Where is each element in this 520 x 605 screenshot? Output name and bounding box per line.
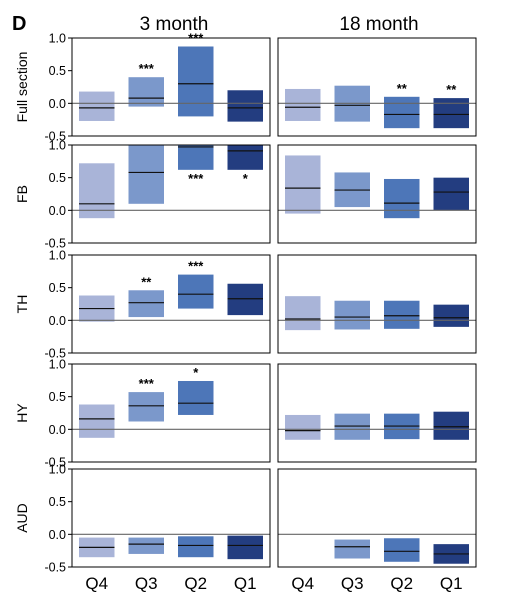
significance-label: ** — [446, 82, 457, 97]
y-tick-label: 0.0 — [49, 423, 66, 437]
x-tick-label-q1: Q1 — [234, 574, 257, 593]
y-tick-label: 1.0 — [49, 463, 66, 477]
box-q4 — [79, 91, 115, 121]
y-tick-label: 0.0 — [49, 97, 66, 111]
box-q2 — [178, 380, 214, 415]
box-q2 — [384, 178, 420, 219]
box-q3 — [128, 77, 164, 107]
x-tick-label-q2: Q2 — [390, 574, 413, 593]
box-q2 — [178, 46, 214, 117]
significance-label: * — [193, 365, 199, 380]
panel-frame — [277, 254, 477, 354]
x-tick-label-q3: Q3 — [341, 574, 364, 593]
panel-frame — [277, 144, 477, 244]
y-tick-label: 0.0 — [49, 528, 66, 542]
box-q4 — [285, 155, 321, 214]
panel-frame — [277, 363, 477, 463]
box-q2 — [384, 538, 420, 562]
row-label-fb: FB — [14, 185, 30, 203]
y-tick-label: 1.0 — [49, 249, 66, 263]
x-tick-label-q4: Q4 — [291, 574, 314, 593]
box-q2 — [178, 145, 214, 170]
panel-frame — [71, 363, 271, 463]
box-q4 — [79, 163, 115, 219]
y-tick-label: 0.5 — [49, 390, 66, 404]
x-tick-label-q2: Q2 — [184, 574, 207, 593]
significance-label: *** — [139, 376, 155, 391]
panel-frame — [277, 468, 477, 568]
y-tick-label: 0.5 — [49, 64, 66, 78]
y-tick-label: 0.0 — [49, 314, 66, 328]
y-tick-label: -0.5 — [44, 456, 66, 470]
box-q3 — [128, 145, 164, 204]
x-axis-labels: Q4 Q3 Q2 Q1 Q4 Q3 Q2 Q1 — [85, 574, 462, 593]
box-q3 — [334, 539, 370, 559]
y-tick-label: 0.5 — [49, 281, 66, 295]
box-q1 — [227, 90, 263, 122]
box-q1 — [433, 304, 469, 327]
row-label-full-section: Full section — [14, 52, 30, 123]
y-tick-label: -0.5 — [44, 237, 66, 251]
box-q4 — [285, 296, 321, 331]
box-q1 — [227, 283, 263, 316]
box-q3 — [128, 392, 164, 422]
x-tick-label-q3: Q3 — [135, 574, 158, 593]
box-q1 — [433, 411, 469, 440]
box-q1 — [433, 98, 469, 129]
column-title-3-month: 3 month — [140, 14, 209, 35]
panel-frame — [71, 144, 271, 244]
significance-label: *** — [188, 171, 204, 186]
y-tick-label: 1.0 — [49, 139, 66, 153]
box-q1 — [227, 535, 263, 560]
box-q3 — [128, 290, 164, 318]
column-title-18-month: 18 month — [339, 14, 418, 35]
box-q2 — [384, 96, 420, 129]
significance-label: * — [243, 171, 249, 186]
row-label-hy: HY — [14, 403, 30, 423]
y-tick-label: -0.5 — [44, 130, 66, 144]
y-tick-label: -0.5 — [44, 561, 66, 575]
box-q4 — [285, 414, 321, 440]
significance-label: *** — [188, 259, 204, 274]
panel-label: D — [12, 13, 26, 35]
y-tick-label: 1.0 — [49, 32, 66, 46]
panel-frame — [277, 37, 477, 137]
box-q2 — [178, 274, 214, 309]
box-q2 — [178, 536, 214, 558]
panel-frame — [71, 468, 271, 568]
box-q2 — [384, 300, 420, 329]
x-tick-label-q1: Q1 — [440, 574, 463, 593]
y-tick-label: 0.5 — [49, 171, 66, 185]
box-q3 — [334, 300, 370, 330]
row-label-aud: AUD — [14, 503, 30, 533]
box-q3 — [334, 413, 370, 440]
box-q1 — [433, 177, 469, 211]
row-label-th: TH — [14, 295, 30, 314]
box-q4 — [79, 404, 115, 438]
box-q1 — [227, 145, 263, 170]
y-tick-label: 0.5 — [49, 495, 66, 509]
y-tick-label: -0.5 — [44, 347, 66, 361]
box-q4 — [285, 88, 321, 121]
significance-label: ** — [397, 81, 408, 96]
y-tick-label: 1.0 — [49, 358, 66, 372]
panel-frame — [71, 254, 271, 354]
significance-label: ** — [141, 274, 152, 289]
significance-label: *** — [139, 61, 155, 76]
box-q3 — [128, 537, 164, 554]
x-tick-label-q4: Q4 — [85, 574, 108, 593]
panel-frame — [71, 37, 271, 137]
y-tick-label: 0.0 — [49, 204, 66, 218]
